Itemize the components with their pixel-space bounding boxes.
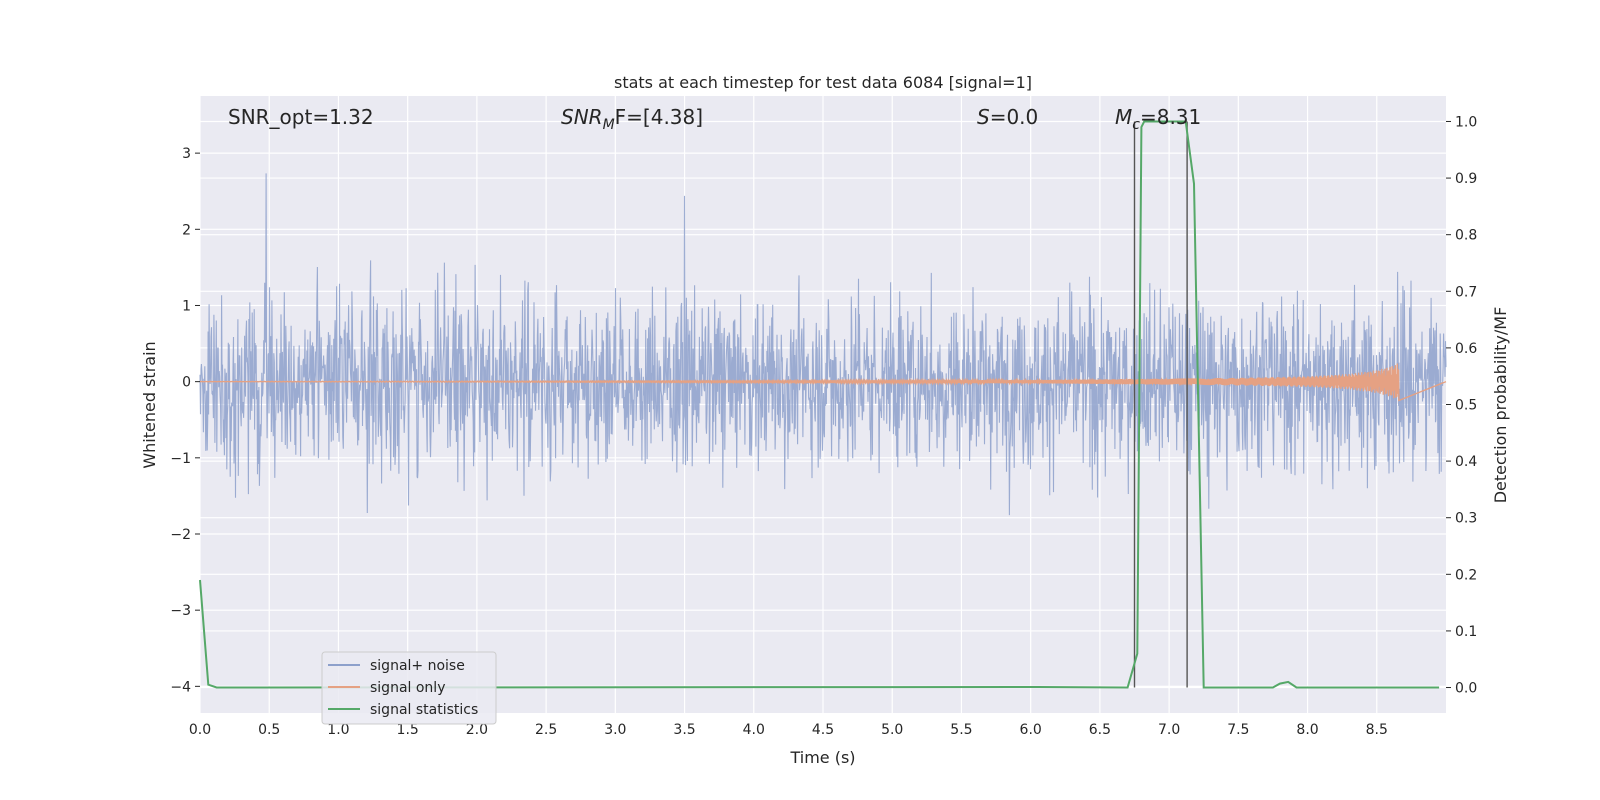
s-rest: =0.0 bbox=[990, 105, 1039, 129]
annotation-snr-opt: SNR_opt=1.32 bbox=[228, 105, 374, 129]
x-tick-label: 8.5 bbox=[1366, 722, 1388, 738]
y-tick-label-left: −2 bbox=[170, 527, 191, 543]
x-tick-label: 2.0 bbox=[466, 722, 488, 738]
y-tick-label-left: 0 bbox=[182, 375, 191, 391]
x-tick-label: 6.5 bbox=[1089, 722, 1111, 738]
y-tick-label-right: 0.8 bbox=[1455, 228, 1477, 244]
y-tick-label-right: 0.9 bbox=[1455, 171, 1477, 187]
signal-only-series bbox=[200, 363, 1447, 402]
y-tick-label-right: 0.6 bbox=[1455, 341, 1477, 357]
x-tick-label: 0.5 bbox=[258, 722, 280, 738]
mc-main: M bbox=[1115, 105, 1132, 129]
annotation-s: S=0.0 bbox=[977, 105, 1038, 129]
mc-sub: c bbox=[1132, 117, 1140, 133]
y-tick-label-right: 0.5 bbox=[1455, 398, 1477, 414]
x-tick-label: 1.5 bbox=[397, 722, 419, 738]
y-tick-label-right: 0.4 bbox=[1455, 454, 1477, 470]
chart-title: stats at each timestep for test data 608… bbox=[614, 73, 1032, 92]
signal-noise-series bbox=[199, 173, 1447, 516]
signal-statistics-series bbox=[199, 120, 1440, 689]
signal-statistics-line bbox=[199, 120, 1440, 689]
x-tick-label: 2.5 bbox=[535, 722, 557, 738]
annotation-snr-mf: SNRMF=[4.38] bbox=[561, 105, 703, 133]
x-tick-label: 5.5 bbox=[950, 722, 972, 738]
legend-label-signal: signal only bbox=[370, 680, 445, 696]
y-tick-label-left: −4 bbox=[170, 679, 191, 695]
legend-box bbox=[321, 651, 497, 725]
mc-rest: =8.31 bbox=[1140, 105, 1201, 129]
x-tick-label: 4.0 bbox=[743, 722, 765, 738]
annotation-mc: Mc=8.31 bbox=[1115, 105, 1201, 133]
y-tick-label-left: −1 bbox=[170, 451, 191, 467]
x-tick-label: 7.0 bbox=[1158, 722, 1180, 738]
y-axis-label-right: Detection probability/MF bbox=[1491, 307, 1510, 504]
snr-mf-main: SNR bbox=[561, 105, 603, 129]
x-tick-label: 3.5 bbox=[673, 722, 695, 738]
y-tick-label-left: −3 bbox=[170, 603, 191, 619]
y-tick-label-right: 0.1 bbox=[1455, 624, 1477, 640]
x-tick-label: 8.0 bbox=[1296, 722, 1318, 738]
y-axis-label-left: Whitened strain bbox=[140, 341, 159, 468]
y-ticks-right: 1.0 0.9 0.8 0.7 0.6 0.5 0.4 0.3 0.2 0.1 0.0 bbox=[1446, 114, 1477, 697]
x-tick-label: 0.0 bbox=[189, 722, 211, 738]
x-tick-label: 5.0 bbox=[881, 722, 903, 738]
legend-label-noise: signal+ noise bbox=[370, 658, 465, 674]
y-tick-label-right: 0.3 bbox=[1455, 511, 1477, 527]
y-ticks-left: 3 2 1 0 −1 −2 −3 −4 bbox=[170, 146, 200, 695]
y-tick-label-right: 0.7 bbox=[1455, 284, 1477, 300]
x-tick-label: 4.5 bbox=[812, 722, 834, 738]
signal-only-line bbox=[200, 363, 1447, 402]
y-tick-label-left: 3 bbox=[182, 146, 191, 162]
snr-mf-rest: F=[4.38] bbox=[615, 105, 703, 129]
legend-label-stats: signal statistics bbox=[370, 702, 478, 718]
s-var: S bbox=[977, 105, 990, 129]
legend: signal+ noise signal only signal statist… bbox=[321, 651, 497, 725]
snr-mf-sub: M bbox=[603, 117, 615, 133]
signal-noise-line bbox=[199, 173, 1447, 516]
x-tick-label: 3.0 bbox=[604, 722, 626, 738]
vertical-markers bbox=[1133, 121, 1188, 688]
x-tick-label: 6.0 bbox=[1020, 722, 1042, 738]
y-tick-label-right: 0.2 bbox=[1455, 567, 1477, 583]
x-ticks: 0.0 0.5 1.0 1.5 2.0 2.5 3.0 3.5 4.0 4.5 5.0 5.5 6.0 6… bbox=[189, 722, 1388, 738]
x-tick-label: 7.5 bbox=[1227, 722, 1249, 738]
y-tick-label-left: 1 bbox=[182, 298, 191, 314]
x-tick-label: 1.0 bbox=[327, 722, 349, 738]
y-tick-label-right: 1.0 bbox=[1455, 114, 1477, 130]
y-tick-label-left: 2 bbox=[182, 222, 191, 238]
y-tick-label-right: 0.0 bbox=[1455, 681, 1477, 697]
x-axis-label: Time (s) bbox=[789, 748, 855, 767]
